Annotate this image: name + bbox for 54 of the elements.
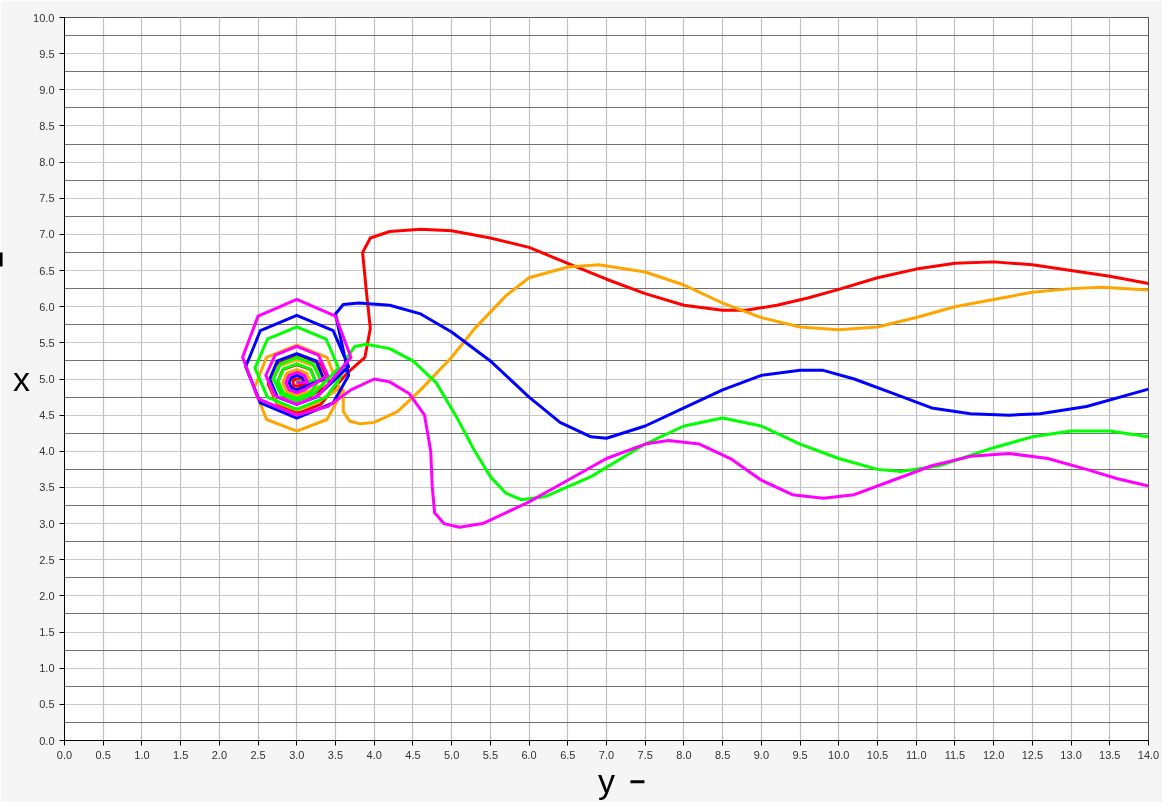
y-tick-label: 6.5 <box>39 264 55 277</box>
y-tick-label: 3.0 <box>39 517 55 530</box>
y-tick-label: 2.5 <box>39 553 55 566</box>
y-tick-label: 4.0 <box>39 445 55 458</box>
x-tick-label: 12.5 <box>1021 748 1044 761</box>
x-tick-label: 7.0 <box>598 748 615 761</box>
y-tick-label: 1.5 <box>39 626 55 639</box>
x-tick-label: 3.5 <box>327 748 344 761</box>
y-tick-label: 2.0 <box>39 589 55 602</box>
x-tick-label: 4.0 <box>366 748 382 761</box>
y-tick-label: 7.0 <box>39 228 55 241</box>
x-tick-label: 1.0 <box>134 748 150 761</box>
x-tick-label: 3.0 <box>289 748 305 761</box>
y-tick-label: 9.5 <box>39 47 55 60</box>
x-tick-label: 8.0 <box>676 748 692 761</box>
y-tick-label: 0.5 <box>39 698 55 711</box>
y-tick-label: 8.5 <box>39 119 55 132</box>
y-tick-label: 7.5 <box>39 192 55 205</box>
x-tick-label: 1.5 <box>173 748 189 761</box>
x-tick-label: 12.0 <box>982 748 1005 761</box>
x-tick-label: 13.0 <box>1060 748 1082 761</box>
line-series <box>253 325 1149 502</box>
y-tick-label: 1.0 <box>39 662 55 675</box>
x-axis-title: y <box>598 761 615 800</box>
x-tick-label: 14.0 <box>1137 748 1160 761</box>
x-tick-label: 8.5 <box>715 748 731 761</box>
x-tick-label: 9.0 <box>753 748 770 761</box>
x-tick-label: 6.5 <box>560 748 576 761</box>
y-axis-title: x <box>13 360 31 398</box>
y-tick-label: 4.5 <box>39 409 55 422</box>
y-tick-label: 5.0 <box>39 373 55 385</box>
x-tick-label: 5.5 <box>482 748 499 761</box>
x-tick-label: 0.5 <box>95 748 111 761</box>
x-tick-label: 13.5 <box>1099 748 1121 761</box>
y-tick-label: 8.0 <box>39 156 55 169</box>
y-tick-label: 0.0 <box>39 734 55 747</box>
x-tick-label: 7.5 <box>637 748 653 761</box>
y-tick-label: 3.5 <box>39 481 55 494</box>
y-tick-label: 9.0 <box>39 83 55 96</box>
x-tick-label: 11.0 <box>905 748 927 761</box>
line-series <box>241 297 1149 529</box>
x-tick-label: 10.0 <box>828 748 850 761</box>
x-tick-label: 2.0 <box>211 748 228 761</box>
y-tick-label: 5.5 <box>39 336 55 349</box>
y-tick-label: 10.0 <box>33 11 55 24</box>
x-tick-label: 5.0 <box>444 748 460 761</box>
x-tick-label: 10.5 <box>866 748 889 761</box>
x-tick-label: 6.0 <box>521 748 537 761</box>
x-tick-label: 4.5 <box>405 748 421 761</box>
x-tick-label: 2.5 <box>250 748 266 761</box>
y-tick-label: 6.0 <box>39 300 55 313</box>
x-tick-label: 11.5 <box>944 748 966 761</box>
x-tick-label: 0.0 <box>56 748 73 761</box>
x-tick-label: 9.5 <box>792 748 808 761</box>
